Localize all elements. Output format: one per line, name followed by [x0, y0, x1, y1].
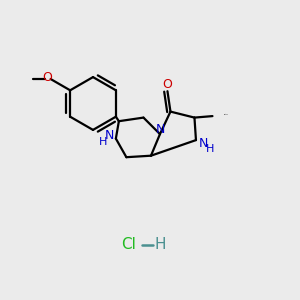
Text: methyl: methyl [224, 114, 229, 115]
Text: N: N [199, 137, 208, 150]
Text: H: H [206, 144, 214, 154]
Text: N: N [156, 123, 166, 136]
Text: O: O [163, 78, 172, 91]
Text: O: O [43, 71, 52, 84]
Text: H: H [99, 136, 107, 147]
Text: H: H [155, 237, 166, 252]
Text: N: N [105, 129, 114, 142]
Text: Cl: Cl [122, 237, 136, 252]
